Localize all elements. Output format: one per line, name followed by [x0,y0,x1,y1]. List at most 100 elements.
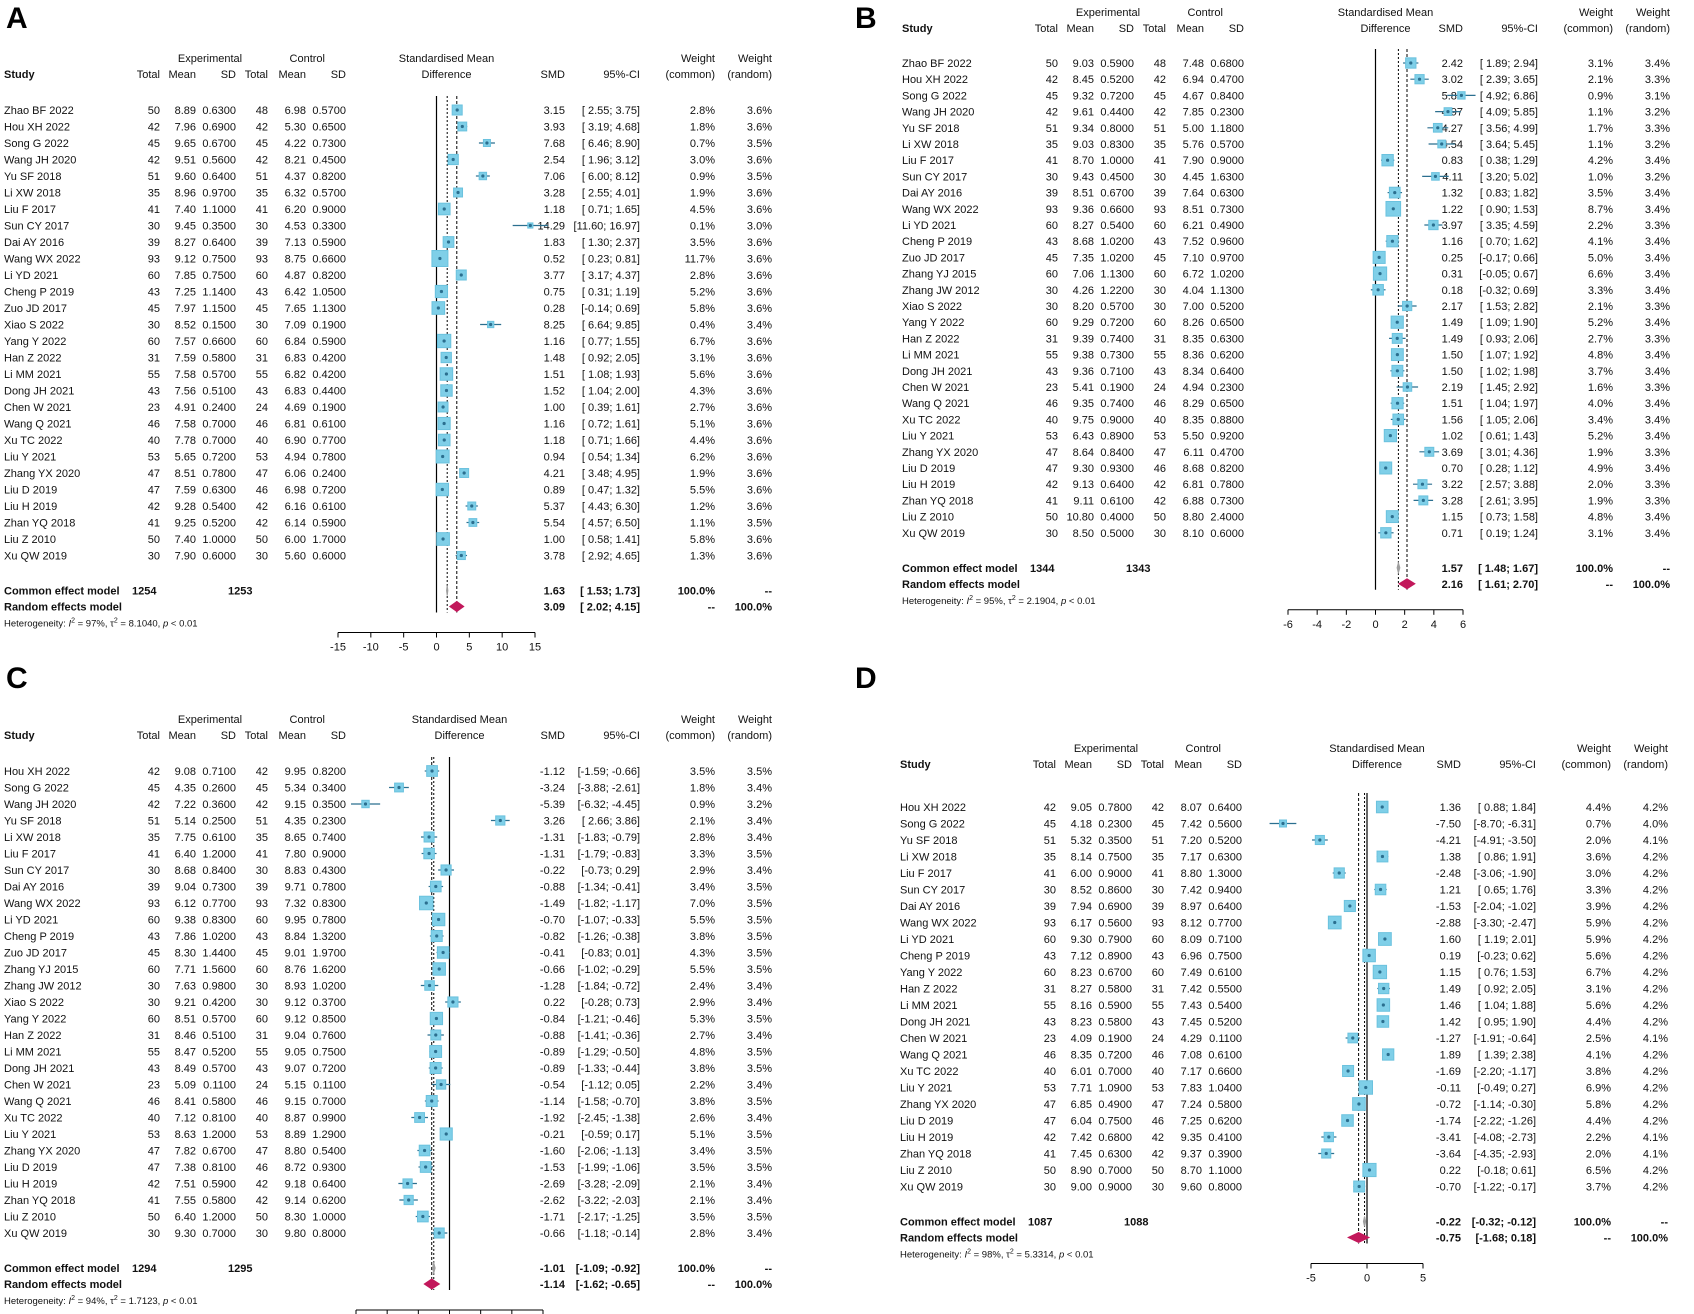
ci-value: [-4.08; -2.73] [1474,1132,1536,1144]
ctrl-mean: 7.83 [1181,1083,1202,1095]
study-name: Chen W 2021 [902,382,969,394]
study-name: Zhan YQ 2018 [4,1195,75,1207]
weight-random: 3.5% [747,898,772,910]
ctrl-sd: 0.5200 [1208,1017,1242,1029]
study-name: Xu TC 2022 [902,414,961,426]
random-weight-common: -- [1604,1233,1612,1245]
exp-mean: 9.75 [1073,414,1094,426]
ci-value: [ 0.38; 1.29] [1480,155,1538,167]
exp-total: 43 [148,287,160,299]
smd-value: -2.62 [540,1195,565,1207]
ctrl-mean: 4.69 [285,402,306,414]
ctrl-total: 42 [1154,74,1166,86]
ctrl-sd: 0.7500 [1208,951,1242,963]
study-name: Zuo JD 2017 [902,252,965,264]
ctrl-mean: 7.10 [1183,252,1204,264]
study-name: Wang WX 2022 [4,898,81,910]
weight-random: 4.2% [1643,885,1668,897]
common-ctrl-total: 1088 [1124,1217,1148,1229]
ctrl-total: 24 [256,402,268,414]
ctrl-mean: 6.94 [1183,74,1204,86]
smd-value: 1.32 [1442,188,1463,200]
ctrl-mean: 8.76 [285,964,306,976]
exp-mean: 9.36 [1073,366,1094,378]
ctrl-mean: 8.10 [1183,528,1204,540]
smd-value: 3.78 [544,551,565,563]
weight-random: 3.6% [747,485,772,497]
effect-point [427,835,431,839]
weight-common: 2.0% [1586,1149,1611,1161]
effect-point [1378,272,1382,276]
ctrl-sd: 0.9000 [312,204,346,216]
ctrl-total: 51 [1154,123,1166,135]
exp-mean: 4.09 [1071,1033,1092,1045]
exp-sd: 0.3500 [1098,835,1132,847]
exp-sd: 0.5900 [202,1179,236,1191]
exp-sd: 0.7500 [1098,1116,1132,1128]
exp-total: 41 [1044,868,1056,880]
exp-total: 42 [1046,479,1058,491]
effect-point [434,884,438,889]
exp-total: 23 [1046,382,1058,394]
effect-point [430,769,434,773]
smd-value: -1.14 [540,1096,565,1108]
ctrl-sd: 0.7200 [312,485,346,497]
effect-point [1386,1052,1390,1057]
ctrl-mean: 8.80 [1181,868,1202,880]
header-smd: SMD [1439,23,1464,35]
weight-common: 2.6% [690,1113,715,1125]
effect-point [1395,320,1399,324]
ctrl-total: 42 [256,1179,268,1191]
effect-point [1393,191,1397,195]
smd-value: -5.39 [540,799,565,811]
weight-random: 4.2% [1643,852,1668,864]
header-cSD: SD [331,69,346,81]
exp-mean: 7.85 [175,270,196,282]
ctrl-total: 40 [1152,1066,1164,1078]
weight-common: 5.8% [690,534,715,546]
study-name: Li XW 2018 [4,832,61,844]
exp-mean: 6.43 [1073,431,1094,443]
exp-mean: 7.71 [175,964,196,976]
weight-common: 5.5% [690,915,715,927]
weight-common: 3.3% [1588,285,1613,297]
ci-value: [ 1.30; 2.37] [582,237,640,249]
x-tick-label: 0 [433,642,439,654]
study-name: Cheng P 2019 [4,931,74,943]
het-prefix: Heterogeneity: [902,596,966,607]
smd-value: -0.70 [1436,1182,1461,1194]
ctrl-total: 31 [256,353,268,365]
exp-total: 31 [1044,984,1056,996]
ctrl-total: 50 [1154,512,1166,524]
weight-random: 3.4% [1645,236,1670,248]
ctrl-mean: 6.14 [285,518,306,530]
ctrl-mean: 7.13 [285,237,306,249]
exp-sd: 0.7500 [202,270,236,282]
header-common: (common) [1561,759,1611,771]
weight-random: 3.5% [747,1014,772,1026]
ctrl-mean: 8.75 [285,254,306,266]
exp-total: 45 [148,138,160,150]
ctrl-mean: 7.64 [1183,188,1204,200]
effect-point [1378,970,1382,974]
exp-sd: 0.7200 [1100,317,1134,329]
exp-mean: 7.40 [175,534,196,546]
ci-value: [ 3.35; 4.59] [1480,220,1538,232]
ctrl-mean: 6.88 [1183,495,1204,507]
weight-common: 3.1% [690,353,715,365]
smd-value: 14.29 [537,221,565,233]
het-i2-super: 2 [71,618,75,625]
study-name: Chen W 2021 [4,402,71,414]
weight-common: 3.0% [1586,868,1611,880]
exp-mean: 9.34 [1073,123,1094,135]
header-common: (common) [665,730,715,742]
weight-common: 3.4% [1588,414,1613,426]
exp-total: 45 [1046,90,1058,102]
ctrl-sd: 0.3400 [312,783,346,795]
exp-total: 45 [148,303,160,315]
exp-mean: 8.41 [175,1096,196,1108]
weight-random: 3.4% [1645,204,1670,216]
ctrl-mean: 9.12 [285,1014,306,1026]
x-tick-label: 0 [1372,619,1378,631]
exp-total: 51 [148,171,160,183]
